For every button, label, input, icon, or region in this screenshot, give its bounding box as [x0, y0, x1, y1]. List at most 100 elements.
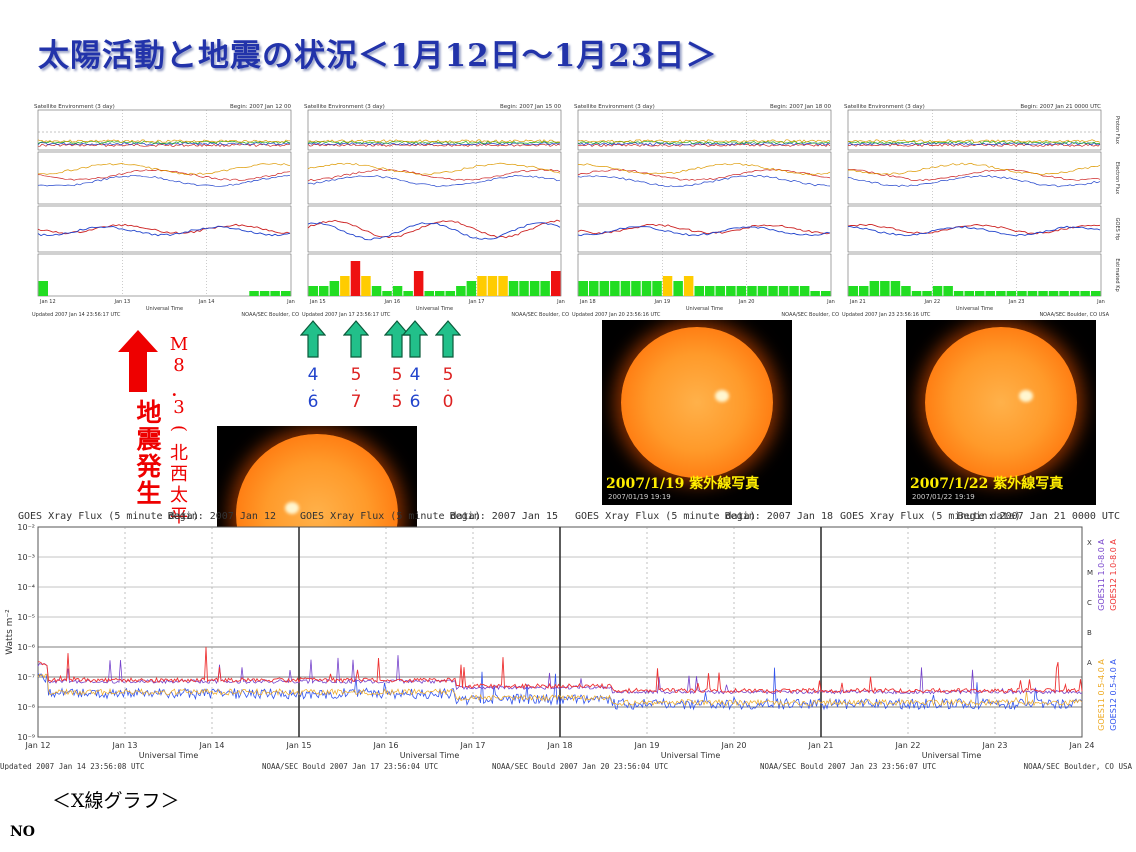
proton-flux-line — [847, 142, 1101, 146]
xray-y-tick: 10⁻⁵ — [17, 613, 35, 622]
proton-flux-line — [307, 142, 561, 146]
earthquake-label-char: 地 — [136, 398, 162, 427]
magnitude-digit: 5 — [350, 365, 362, 385]
panel-footer-right: NOAA/SEC Boulder, CO USA — [1039, 312, 1109, 318]
earthquake-magnitude-char: M — [169, 334, 189, 355]
xray-x-tick: Jan 23 — [981, 741, 1007, 750]
kp-bar — [340, 276, 350, 296]
kp-bar — [985, 291, 995, 296]
xray-x-tick: Jan 24 — [1068, 741, 1094, 750]
electron-flux-line — [307, 162, 561, 176]
xray-header-right: Begin: 2007 Jan 18 — [725, 511, 833, 522]
xray-footer: NOAA/SEC Bould 2007 Jan 17 23:56:04 UTC — [262, 762, 438, 770]
kp-bar — [1091, 291, 1101, 296]
panel-header-left: Satellite Environment (3 day) — [304, 104, 385, 110]
kp-bar — [747, 286, 757, 296]
panel-header-left: Satellite Environment (3 day) — [844, 104, 925, 110]
panel-subplot — [307, 205, 562, 253]
kp-bar — [599, 281, 610, 296]
panel-footer-right: NOAA/SEC Boulder, CO — [511, 312, 569, 318]
xray-graph-caption: ＜X線グラフ＞ — [52, 790, 180, 812]
panel-header-right: Begin: 2007 Jan 15 00 — [500, 104, 561, 110]
panel-subplot — [307, 253, 562, 297]
panel-tick-label: Jan 21 — [849, 299, 866, 305]
magnitude-digit: . — [413, 380, 417, 394]
panel-tick-label: Jan 12 — [39, 299, 56, 305]
xray-header-right: Begin: 2007 Jan 12 — [168, 511, 276, 522]
kp-bar — [789, 286, 799, 296]
kp-bar — [631, 281, 641, 296]
xray-x-tick: Jan 22 — [894, 741, 920, 750]
kp-bar — [413, 271, 424, 296]
xray-y-tick: 10⁻⁶ — [17, 643, 35, 652]
hp-line — [307, 221, 561, 241]
kp-bar — [259, 291, 270, 296]
xray-xlabel: Universal Time — [661, 751, 721, 760]
kp-bar — [726, 286, 736, 296]
kp-bar — [1059, 291, 1069, 296]
hp-line — [37, 223, 291, 235]
kp-bar — [38, 281, 48, 296]
panel-footer-left: Updated 2007 Jan 14 23:56:17 UTC — [32, 312, 121, 318]
earthquake-magnitude-char: 北 — [170, 443, 188, 464]
panel-tick-label: Jan 16 — [383, 299, 400, 305]
xray-x-tick: Jan 18 — [546, 741, 572, 750]
magnitude-digit: . — [311, 380, 315, 394]
kp-bar — [848, 286, 858, 296]
kp-bar — [456, 286, 466, 296]
kp-bar — [403, 291, 413, 296]
kp-bar — [371, 286, 382, 296]
proton-flux-line — [577, 140, 831, 145]
panel-footer-right: NOAA/SEC Boulder, CO — [781, 312, 839, 318]
proton-flux-line — [37, 142, 291, 146]
panel-subplot — [847, 253, 1102, 297]
xray-xlabel: Universal Time — [400, 751, 460, 760]
xray-y-tick: 10⁻⁴ — [17, 583, 35, 592]
kp-bar — [529, 281, 540, 296]
kp-bar — [943, 286, 953, 296]
xray-x-tick: Jan 17 — [459, 741, 485, 750]
panel-xlabel: Universal Time — [686, 306, 723, 312]
sun-timestamp: 2007/01/19 19:19 — [608, 493, 671, 501]
magnitude-digit: . — [446, 380, 450, 394]
kp-bar — [757, 286, 768, 296]
proton-flux-line — [37, 139, 290, 143]
kp-bar — [673, 281, 683, 296]
panel-subplot — [37, 253, 292, 297]
kp-bar — [859, 286, 869, 296]
electron-flux-line — [37, 162, 291, 175]
panel-subplot — [307, 109, 562, 151]
sun-uv-image: 2007/1/19 紫外線写真 2007/01/19 19:19 — [602, 320, 792, 505]
xray-x-tick: Jan 14 — [198, 741, 224, 750]
xray-y-tick: 10⁻² — [17, 523, 35, 532]
panel-footer-left: Updated 2007 Jan 17 23:56:17 UTC — [302, 312, 391, 318]
proton-flux-line — [577, 143, 831, 147]
kp-bar — [953, 291, 964, 296]
panel-tick-label: Jan 22 — [923, 299, 940, 305]
panel-footer-left: Updated 2007 Jan 23 23:56:16 UTC — [842, 312, 931, 318]
green-up-arrow-icon — [300, 320, 326, 358]
kp-bar — [361, 276, 371, 296]
kp-bar — [683, 276, 694, 296]
kp-bar — [799, 286, 810, 296]
electron-flux-line — [307, 174, 561, 188]
panel-footer-left: Updated 2007 Jan 20 23:56:16 UTC — [572, 312, 661, 318]
panel-header-right: Begin: 2007 Jan 18 00 — [770, 104, 831, 110]
kp-bar — [1080, 291, 1090, 296]
kp-bar — [435, 291, 445, 296]
hp-line — [37, 225, 291, 237]
xray-xlabel: Universal Time — [139, 751, 199, 760]
earthquake-magnitude-char: 8 — [173, 355, 185, 376]
kp-bar — [610, 281, 620, 296]
active-region-spot — [1019, 390, 1034, 403]
kp-bar — [589, 281, 599, 296]
kp-bar — [270, 291, 280, 296]
kp-bar — [964, 291, 974, 296]
kp-bar — [350, 261, 361, 296]
green-up-arrow-icon — [435, 320, 461, 358]
proton-flux-line — [577, 142, 831, 146]
kp-bar — [880, 281, 890, 296]
xray-legend-entry: GOES11 1.0-8.0 A — [1097, 539, 1106, 611]
xray-footer: Updated 2007 Jan 14 23:56:08 UTC — [0, 762, 145, 770]
sun-caption: 2007/1/22 紫外線写真 — [910, 476, 1064, 492]
